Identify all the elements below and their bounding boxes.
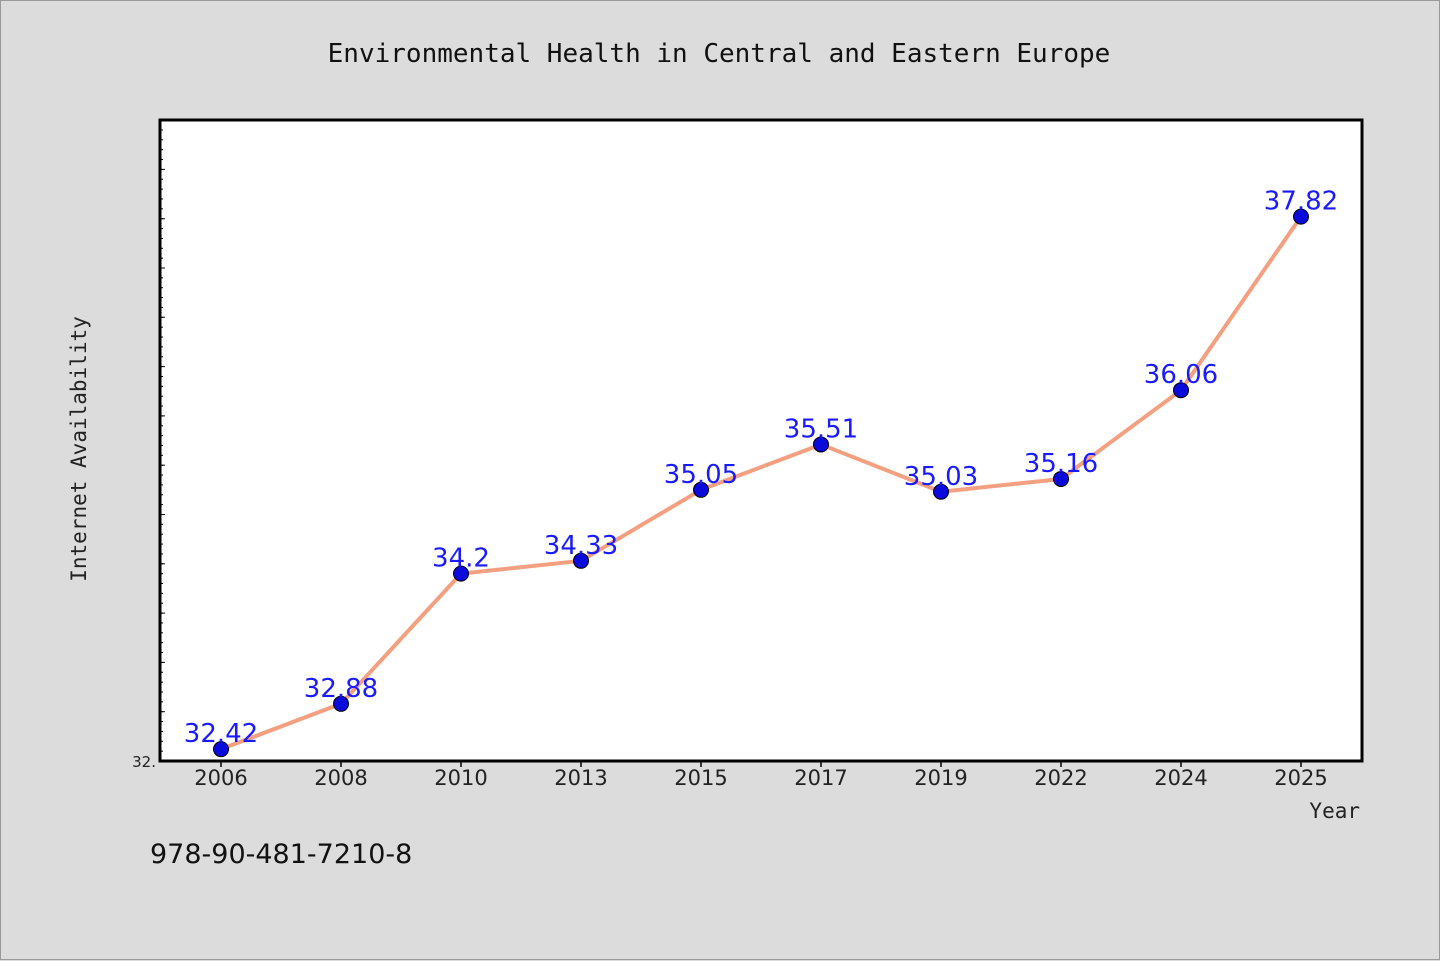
data-label: 35.51 [784,414,858,444]
y-axis-minor-ticks [160,119,165,762]
x-axis-label: Year [1309,799,1360,823]
data-point [453,565,469,582]
data-label: 34.2 [432,544,490,574]
data-point [573,552,589,569]
data-markers [213,208,1309,758]
isbn-text: 978-90-481-7210-8 [150,839,412,870]
x-tick-label: 2025 [1274,766,1327,790]
data-point [1173,382,1189,399]
x-tick-label: 2015 [674,766,727,790]
data-point [933,483,949,500]
chart-title: Environmental Health in Central and East… [328,39,1111,69]
data-label: 35.05 [664,460,738,490]
data-label: 36.06 [1144,360,1218,390]
y-axis-label: Internet Availability [67,316,91,582]
data-label: 32.88 [304,674,378,704]
data-point [813,436,829,453]
data-point [693,481,709,498]
series-line [220,215,1303,752]
data-point [1053,470,1069,487]
data-label: 34.33 [544,531,618,561]
data-point [1293,208,1309,225]
x-tick-label: 2024 [1154,766,1207,790]
x-axis-ticks [220,761,1302,767]
y-tick-label: 32. [132,753,156,771]
x-tick-label: 2019 [914,766,967,790]
data-label: 35.16 [1024,449,1098,479]
data-label: 32.42 [184,719,258,749]
plot-area [158,118,1364,763]
x-tick-label: 2008 [314,766,367,790]
data-label: 35.03 [904,462,978,492]
x-tick-label: 2022 [1034,766,1087,790]
x-tick-label: 2006 [194,766,247,790]
data-label: 37.82 [1264,187,1338,217]
data-point [213,741,229,758]
x-tick-label: 2010 [434,766,487,790]
x-axis-tick-labels: 2006 2008 2010 2013 2015 2017 2019 2022 2024 2025 [194,766,1327,790]
data-point [333,695,349,712]
x-tick-label: 2013 [554,766,607,790]
data-labels: 32.42 32.88 34.2 34.33 35.05 35.51 35.03 35.16 3… [184,187,1338,750]
x-tick-label: 2017 [794,766,847,790]
